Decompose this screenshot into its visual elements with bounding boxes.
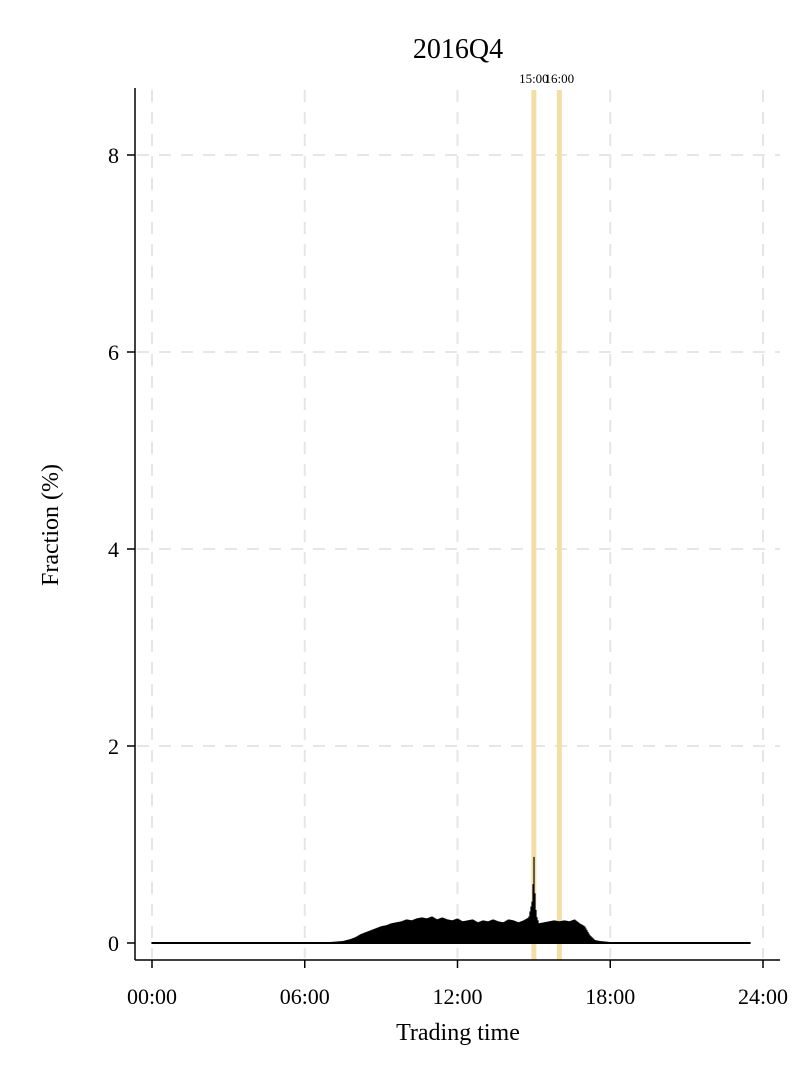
y-tick-label: 8 bbox=[108, 143, 119, 168]
reference-line-label: 15:00 bbox=[519, 71, 549, 86]
gridlines bbox=[137, 90, 780, 958]
reference-line-label: 16:00 bbox=[545, 71, 575, 86]
y-tick-label: 2 bbox=[108, 734, 119, 759]
y-tick-label: 0 bbox=[108, 931, 119, 956]
axes bbox=[134, 88, 780, 961]
x-tick-label: 24:00 bbox=[738, 984, 788, 1009]
chart-title: 2016Q4 bbox=[413, 34, 503, 65]
ticks: 00:00 06:00 12:00 18:00 24:00 0 2 4 6 8 bbox=[108, 143, 788, 1009]
x-tick-label: 00:00 bbox=[127, 984, 177, 1009]
x-tick-label: 18:00 bbox=[585, 984, 635, 1009]
y-tick-label: 6 bbox=[108, 340, 119, 365]
series-bars bbox=[151, 856, 751, 944]
y-tick-label: 4 bbox=[108, 537, 119, 562]
x-axis-label: Trading time bbox=[396, 1020, 520, 1046]
y-axis-label: Fraction (%) bbox=[38, 464, 64, 586]
x-tick-label: 06:00 bbox=[280, 984, 330, 1009]
x-tick-label: 12:00 bbox=[432, 984, 482, 1009]
